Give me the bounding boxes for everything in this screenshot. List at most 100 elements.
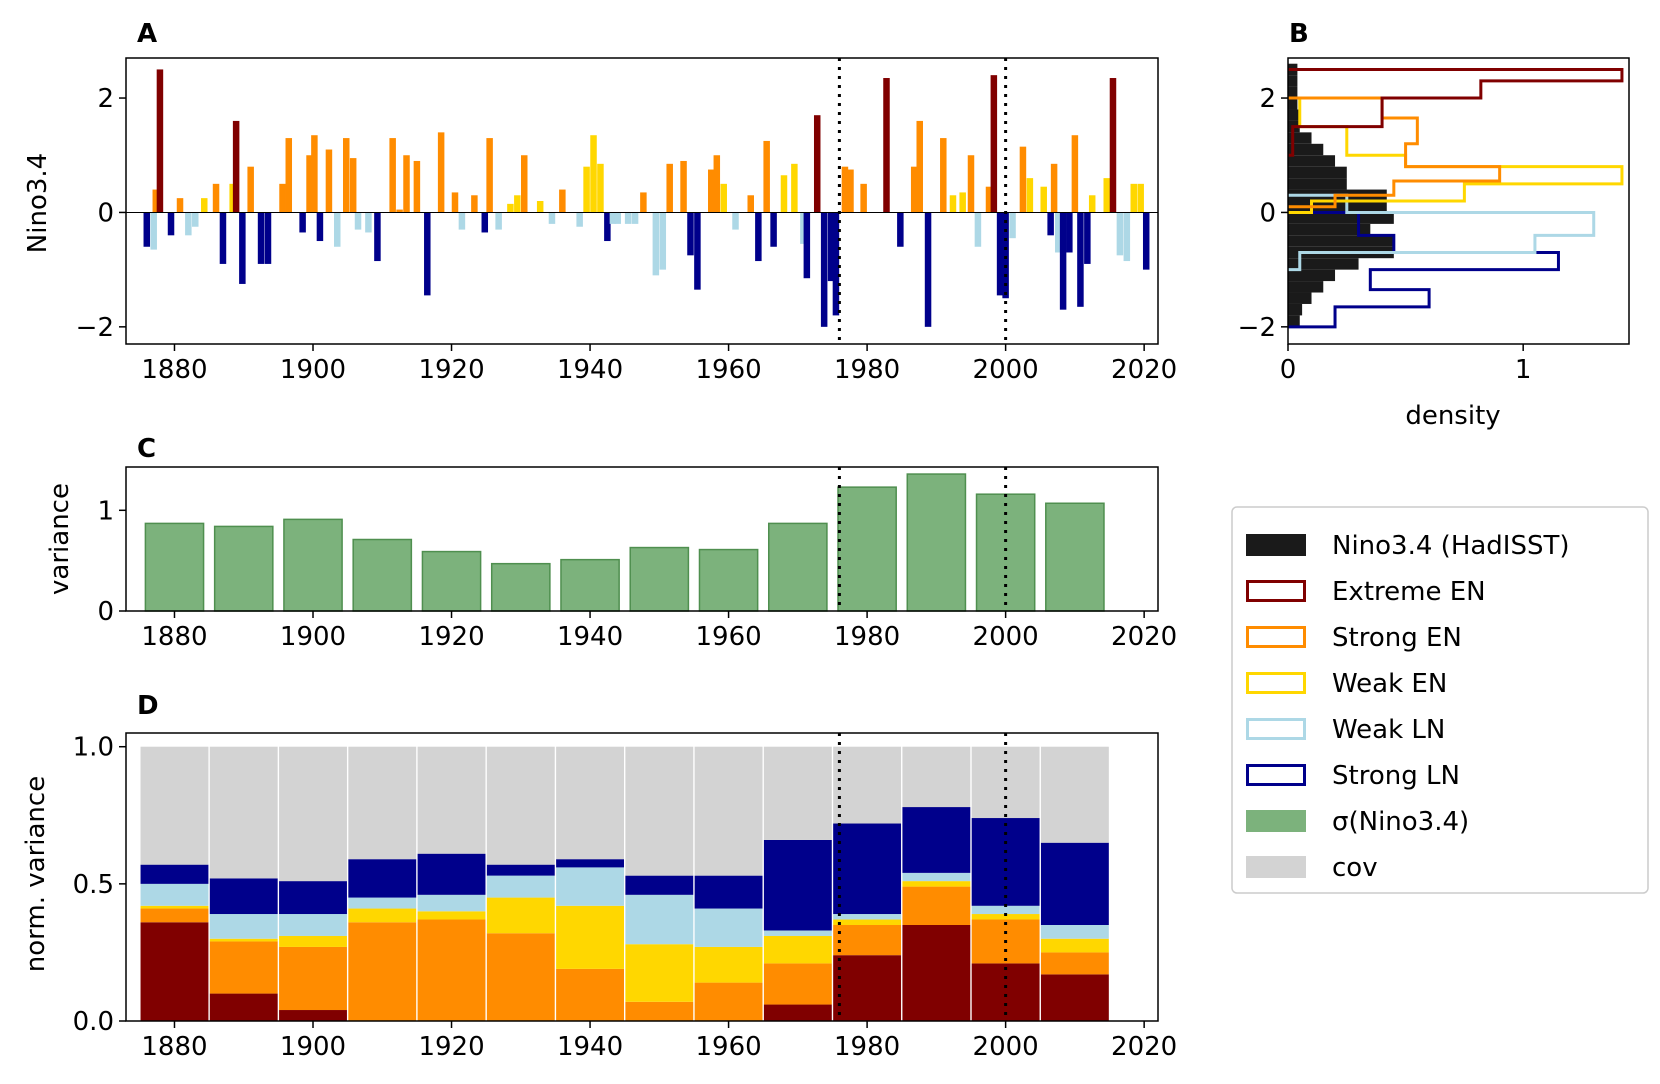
a-xtick-label: 1880 xyxy=(141,355,207,385)
d-bar-strong_ln xyxy=(763,839,832,931)
a-bar-strong_en xyxy=(763,140,770,213)
a-xtick-label: 1980 xyxy=(834,355,900,385)
a-bar-strong_ln xyxy=(264,212,272,264)
a-bar-strong_ln xyxy=(687,212,694,256)
d-bar-weak_ln xyxy=(763,930,832,936)
a-bar-weak_en xyxy=(791,163,798,213)
b-hist-bar xyxy=(1288,155,1336,167)
d-bar-weak_ln xyxy=(140,883,209,906)
b-outline-extreme_en xyxy=(1288,67,1624,157)
a-bar-strong_ln xyxy=(1066,212,1073,253)
d-frame xyxy=(125,732,1159,1022)
c-variance-bar xyxy=(283,518,343,612)
b-hist-bar xyxy=(1288,258,1359,270)
a-bar-weak_ln xyxy=(1123,212,1131,262)
a-bar-strong_en xyxy=(860,183,867,213)
a-bar-strong_en xyxy=(910,166,918,213)
d-ytick-label: 0.0 xyxy=(73,1007,114,1037)
a-bar-strong_ln xyxy=(316,212,324,242)
b-hist-bar xyxy=(1288,303,1303,316)
legend-item-label: Extreme EN xyxy=(1332,577,1486,607)
d-bar-weak_ln xyxy=(209,914,278,939)
c-ytick-label: 0 xyxy=(97,597,114,627)
c-xtick-label: 1900 xyxy=(280,622,346,652)
a-bar-strong_ln xyxy=(755,212,762,262)
a-bar-weak_en xyxy=(1130,183,1138,213)
a-bar-weak_ln xyxy=(150,212,157,250)
d-bar-strong_en xyxy=(902,886,971,925)
d-bar-weak_ln xyxy=(1040,925,1109,939)
a-bar-strong_en xyxy=(841,166,849,213)
a-bar-strong_en xyxy=(396,209,403,213)
d-bar-weak_ln xyxy=(625,894,694,945)
panel-b-density-histogram: B density 0 1−202 xyxy=(1238,19,1630,431)
d-xtick-label: 1880 xyxy=(141,1032,207,1062)
legend-swatch xyxy=(1246,626,1306,648)
d-bar-weak_en xyxy=(694,946,763,983)
a-bar-weak_ln xyxy=(1055,212,1062,253)
legend-item-label: Nino3.4 (HadISST) xyxy=(1332,531,1570,561)
a-bar-strong_en xyxy=(1071,135,1079,213)
a-bar-strong_en xyxy=(212,183,220,213)
d-bar-strong_en xyxy=(694,982,763,1021)
a-bar-strong_ln xyxy=(1002,212,1009,299)
c-variance-bar xyxy=(767,522,828,612)
a-bar-strong_ln xyxy=(694,212,701,290)
d-bar-strong_en xyxy=(140,908,209,923)
a-bar-strong_ln xyxy=(1047,212,1054,236)
b-xtick-label: 1 xyxy=(1515,355,1532,385)
a-bar-extreme_en xyxy=(156,69,164,213)
b-hist-bar xyxy=(1288,109,1300,121)
a-xtick-label: 1960 xyxy=(695,355,761,385)
panel-c-variance-bars: C variance 1880 1900 1920 1940 1960 1980 2000 2… xyxy=(45,434,1177,652)
a-bar-weak_en xyxy=(507,203,514,213)
a-bar-weak_ln xyxy=(659,212,667,270)
d-bar-extreme_en xyxy=(279,1010,347,1021)
d-bar-weak_en xyxy=(971,914,1040,920)
a-bar-strong_en xyxy=(967,155,975,213)
a-bar-strong_en xyxy=(285,138,293,213)
c-variance-bar xyxy=(421,550,482,612)
panel-c-label: C xyxy=(137,434,156,464)
b-outline-strong_en xyxy=(1288,96,1502,209)
a-bar-strong_en xyxy=(666,163,673,213)
a-bar-strong_en xyxy=(471,195,478,213)
d-bar-weak_en xyxy=(348,908,417,923)
d-bar-weak_en xyxy=(902,881,971,887)
d-ytick-label: 0.5 xyxy=(73,870,114,900)
d-bar-extreme_en xyxy=(902,925,971,1021)
d-bar-cov xyxy=(209,746,278,879)
d-bar-extreme_en xyxy=(763,1004,832,1021)
a-bar-weak_ln xyxy=(624,212,632,224)
b-hist-bar xyxy=(1288,212,1394,224)
c-variance-bar xyxy=(352,538,413,612)
d-bar-weak_en xyxy=(833,919,902,925)
a-bar-weak_ln xyxy=(1116,212,1124,256)
a-bar-weak_en xyxy=(1137,183,1144,213)
d-bar-strong_en xyxy=(209,941,278,994)
b-hist-bar xyxy=(1288,166,1347,179)
legend: Nino3.4 (HadISST) Extreme EN Strong EN Weak… xyxy=(1231,506,1649,894)
d-bar-strong_en xyxy=(833,925,902,956)
d-bar-cov xyxy=(417,746,486,854)
legend-item-label: Strong EN xyxy=(1332,623,1462,653)
d-bar-weak_en xyxy=(209,938,278,942)
a-bar-strong_en xyxy=(349,158,357,213)
a-bar-weak_en xyxy=(597,163,604,213)
d-bar-cov xyxy=(348,746,417,860)
c-variance-bar xyxy=(629,546,690,612)
a-ytick-label: 2 xyxy=(97,84,114,114)
d-bar-extreme_en xyxy=(1040,974,1109,1021)
a-bar-strong_en xyxy=(311,135,318,213)
a-frame xyxy=(125,57,1159,345)
a-bar-weak_ln xyxy=(800,212,807,244)
d-bar-strong_en xyxy=(279,946,347,1011)
a-bar-strong_ln xyxy=(481,212,489,233)
a-bar-strong_en xyxy=(306,155,313,213)
b-hist-bar xyxy=(1288,235,1394,247)
a-bar-weak_ln xyxy=(1009,212,1016,239)
c-variance-bar xyxy=(837,486,897,612)
d-bar-weak_en xyxy=(556,905,624,969)
d-bar-extreme_en xyxy=(140,922,209,1021)
a-bar-strong_ln xyxy=(604,212,611,242)
